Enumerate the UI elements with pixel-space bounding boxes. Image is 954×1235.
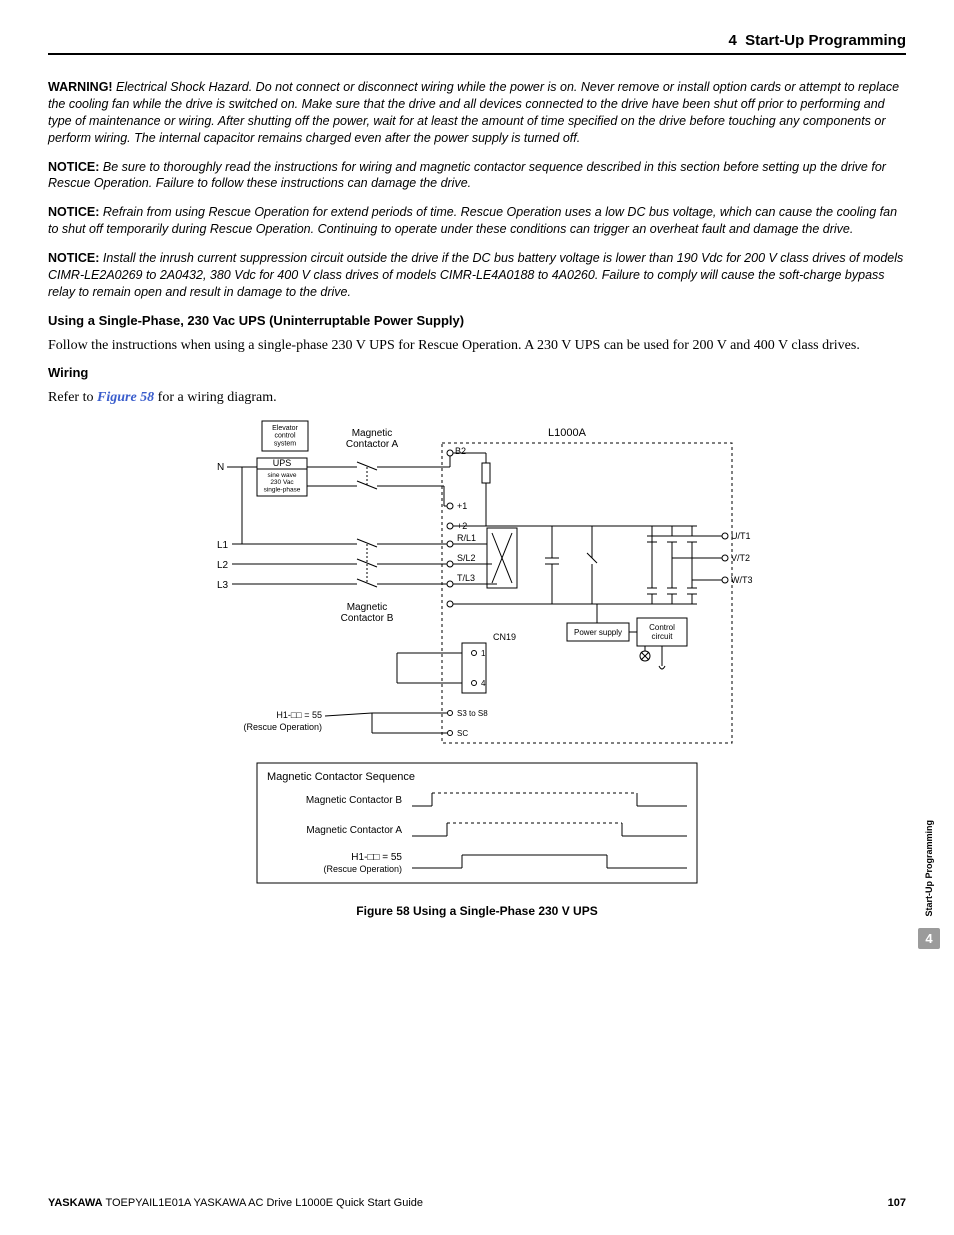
side-tab-label: Start-Up Programming	[924, 820, 934, 917]
heading-wiring: Wiring	[48, 365, 906, 380]
page-footer: YASKAWA TOEPYAIL1E01A YASKAWA AC Drive L…	[48, 1197, 906, 1209]
label-cn19: CN19	[493, 632, 516, 642]
label-cn19-4: 4	[481, 679, 486, 688]
label-wt3: W/T3	[731, 575, 753, 585]
body-wiring: Refer to Figure 58 for a wiring diagram.	[48, 388, 906, 408]
label-plus1: +1	[457, 501, 467, 511]
notice1-text: Be sure to thoroughly read the instructi…	[48, 160, 886, 191]
page-header: 4 Start-Up Programming	[48, 32, 906, 55]
footer-brand: YASKAWA	[48, 1197, 103, 1209]
label-vt2: V/T2	[731, 553, 750, 563]
figure-reference[interactable]: Figure 58	[97, 390, 154, 405]
side-tab: Start-Up Programming 4	[918, 820, 940, 949]
label-ups: UPS	[273, 458, 292, 468]
figure-caption: Figure 58 Using a Single-Phase 230 V UPS	[48, 904, 906, 918]
figure-58: L1000A Elevatorcontrolsystem MagneticCon…	[48, 418, 906, 918]
label-ups-desc: sine wave230 Vacsingle-phase	[264, 472, 301, 493]
warning-lead: WARNING!	[48, 80, 113, 94]
heading-ups: Using a Single-Phase, 230 Vac UPS (Unint…	[48, 313, 906, 328]
label-l2: L2	[217, 560, 229, 571]
label-ut1: U/T1	[731, 531, 751, 541]
seq-title: Magnetic Contactor Sequence	[267, 771, 415, 783]
notice2-text: Refrain from using Rescue Operation for …	[48, 205, 897, 236]
label-l1: L1	[217, 540, 229, 551]
wiring-diagram-svg: L1000A Elevatorcontrolsystem MagneticCon…	[197, 418, 757, 898]
label-elevator: Elevatorcontrolsystem	[272, 425, 298, 447]
label-cn19-1: 1	[481, 649, 486, 658]
notice1-lead: NOTICE:	[48, 160, 99, 174]
label-b2: B2	[455, 446, 466, 456]
diagram-title: L1000A	[548, 427, 587, 439]
side-tab-number: 4	[918, 928, 940, 949]
footer-doc: TOEPYAIL1E01A YASKAWA AC Drive L1000E Qu…	[103, 1197, 423, 1209]
label-sl2: S/L2	[457, 553, 476, 563]
header-section-title: Start-Up Programming	[745, 32, 906, 49]
notice-paragraph-3: NOTICE: Install the inrush current suppr…	[48, 250, 906, 301]
header-section-number: 4	[728, 32, 736, 49]
label-sc: SC	[457, 729, 468, 738]
body-ups: Follow the instructions when using a sin…	[48, 336, 906, 356]
label-mag-a: MagneticContactor A	[346, 428, 399, 450]
label-rl1: R/L1	[457, 533, 476, 543]
warning-text: Electrical Shock Hazard. Do not connect …	[48, 80, 899, 145]
seq-row-rescue: (Rescue Operation)	[323, 864, 402, 874]
label-mag-b: MagneticContactor B	[341, 602, 394, 624]
label-h1: H1-□□ = 55	[276, 710, 322, 720]
warning-paragraph: WARNING! Electrical Shock Hazard. Do not…	[48, 79, 906, 147]
label-n: N	[217, 462, 224, 473]
footer-left: YASKAWA TOEPYAIL1E01A YASKAWA AC Drive L…	[48, 1197, 423, 1209]
notice-paragraph-1: NOTICE: Be sure to thoroughly read the i…	[48, 159, 906, 193]
label-s3s8: S3 to S8	[457, 709, 488, 718]
label-power-supply: Power supply	[574, 628, 622, 637]
label-l3: L3	[217, 580, 229, 591]
seq-row-h1: H1-□□ = 55	[351, 852, 402, 863]
footer-page-number: 107	[888, 1197, 906, 1209]
seq-row-b: Magnetic Contactor B	[306, 795, 402, 806]
notice2-lead: NOTICE:	[48, 205, 99, 219]
body-wiring-a: Refer to	[48, 390, 97, 405]
notice-paragraph-2: NOTICE: Refrain from using Rescue Operat…	[48, 204, 906, 238]
label-rescue: (Rescue Operation)	[243, 722, 322, 732]
label-tl3: T/L3	[457, 573, 475, 583]
seq-row-a: Magnetic Contactor A	[306, 825, 402, 836]
notice3-lead: NOTICE:	[48, 251, 99, 265]
label-control-circuit: Controlcircuit	[649, 623, 675, 641]
body-wiring-b: for a wiring diagram.	[154, 390, 276, 405]
notice3-text: Install the inrush current suppression c…	[48, 251, 903, 299]
